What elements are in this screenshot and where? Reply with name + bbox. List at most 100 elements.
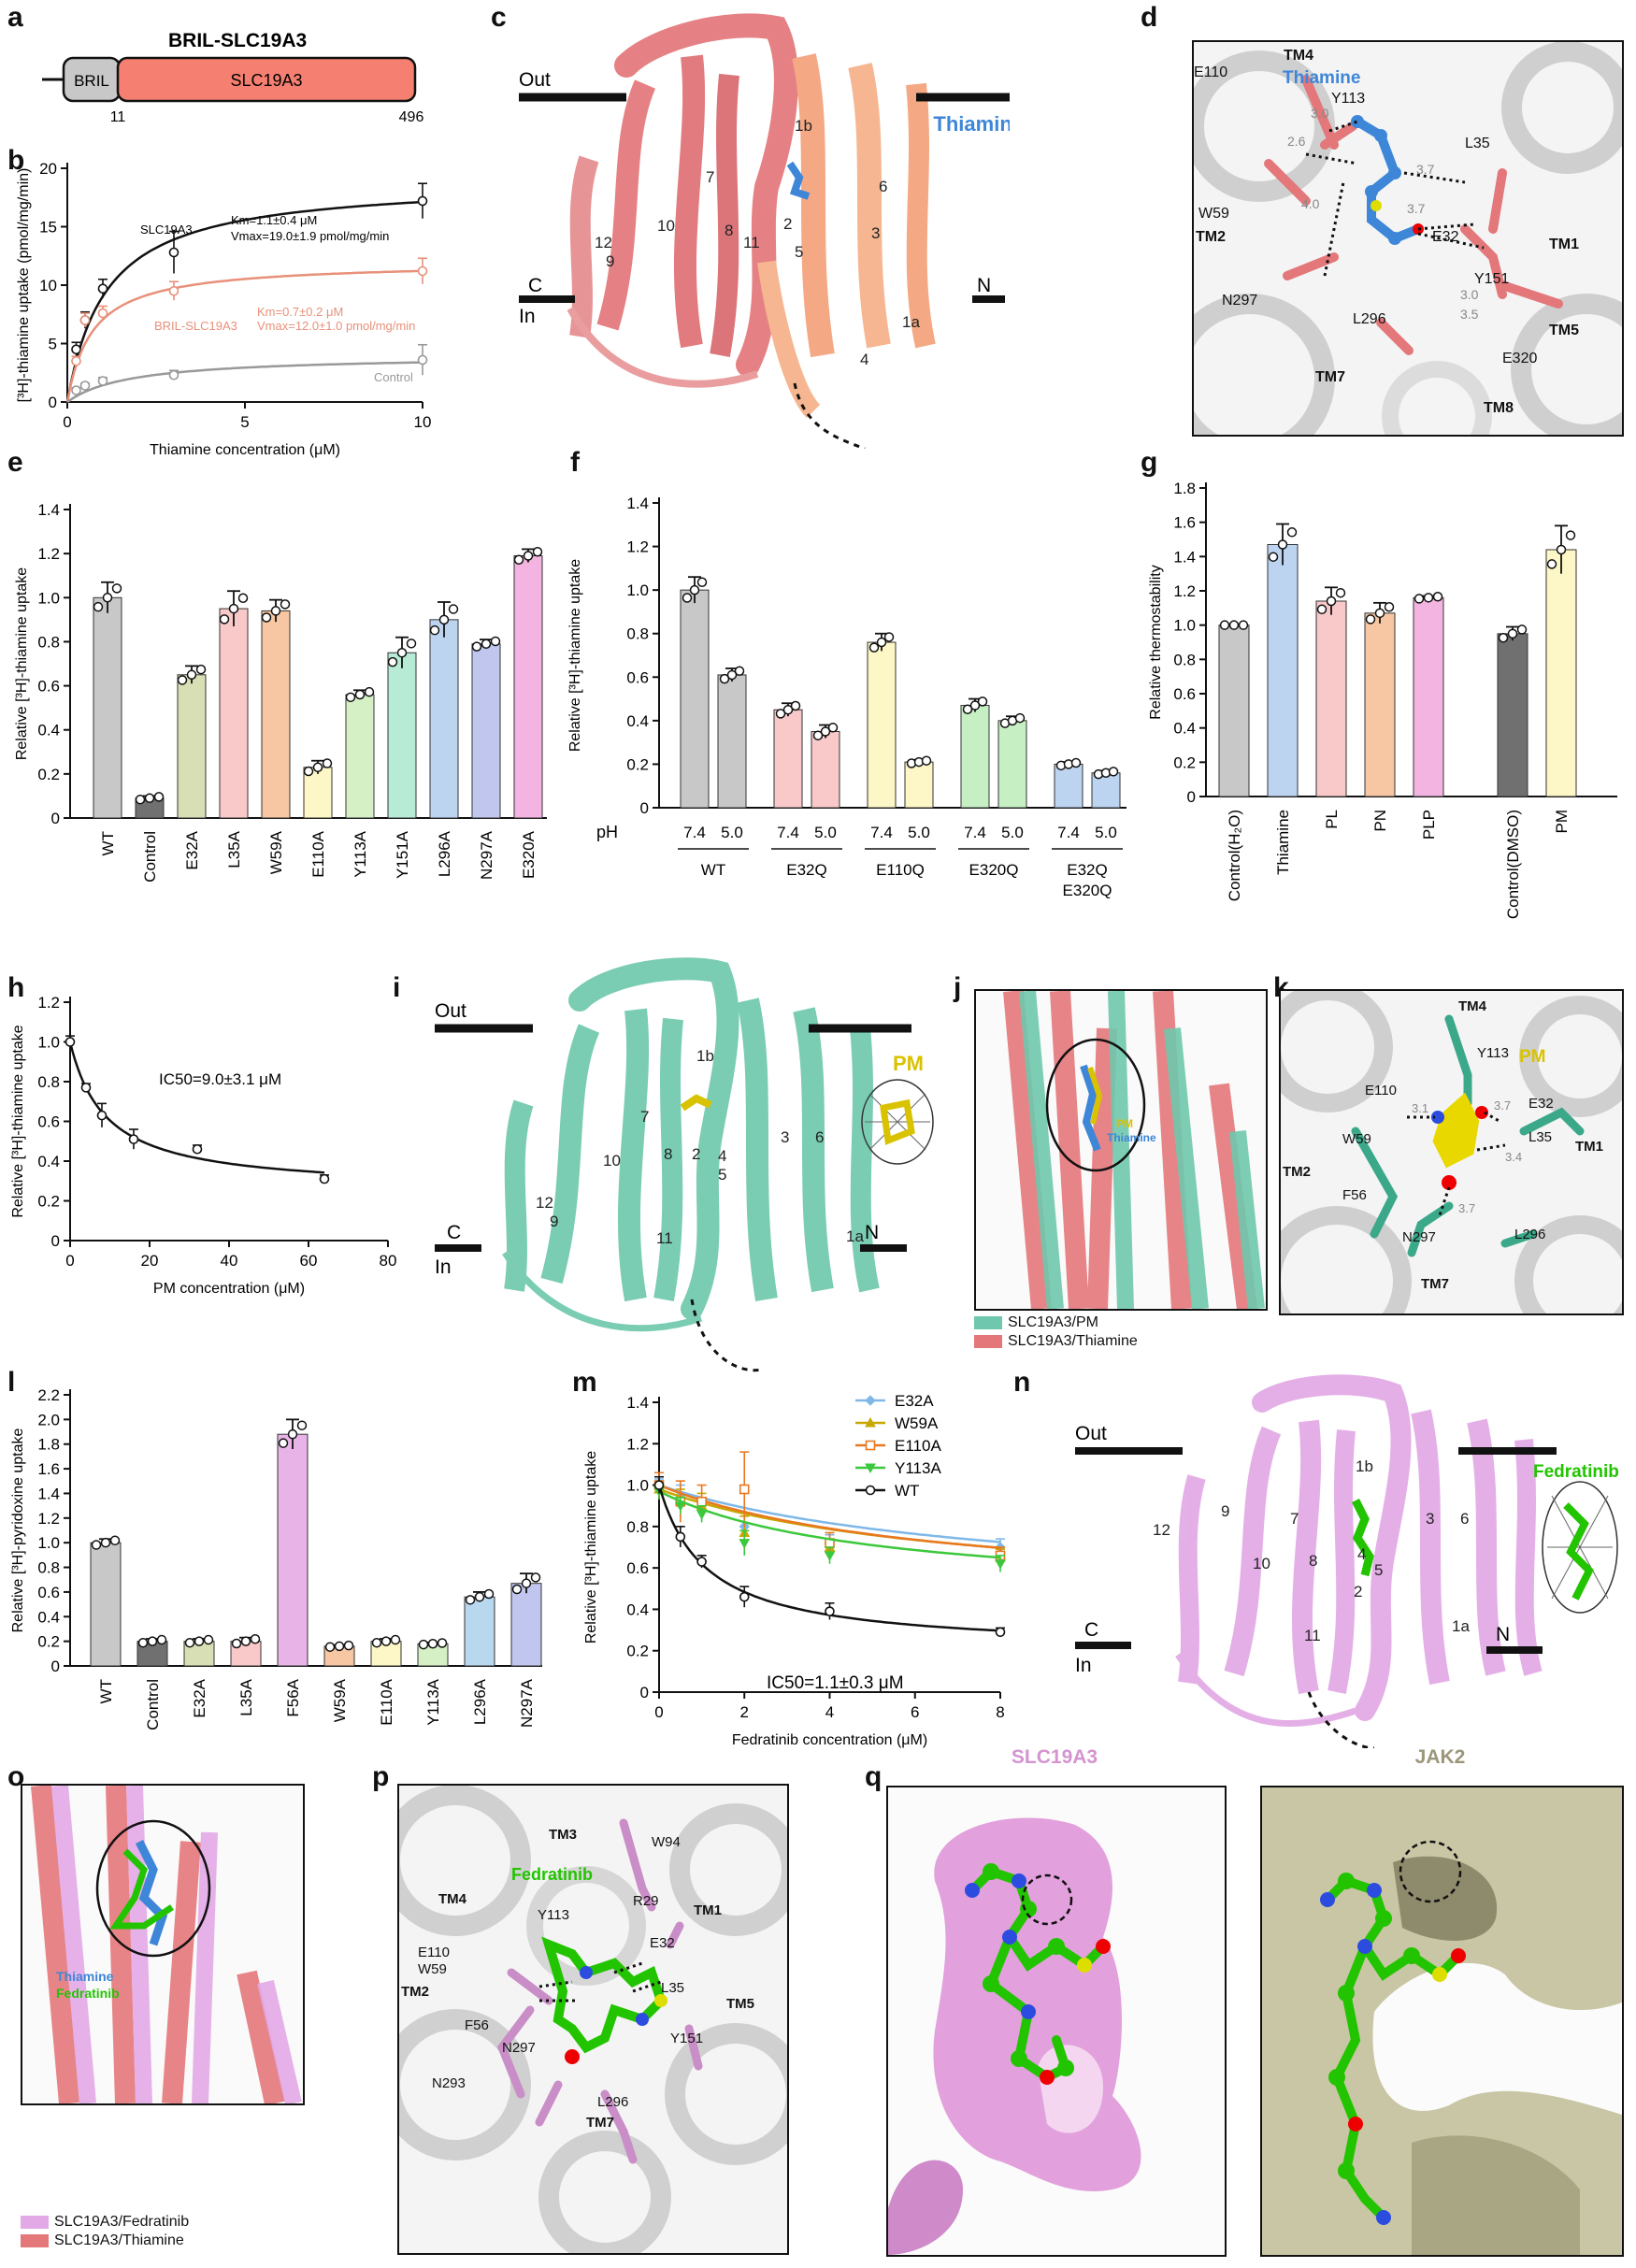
y-axis-title: Relative [³H]-thiamine uptake bbox=[583, 1451, 599, 1644]
group-label: E32Q bbox=[786, 861, 826, 879]
chart-pyridoxine-uptake: 0 0.2 0.4 0.6 0.8 1.0 1.2 1.4 1.6 1.8 2.0 2.2 Relati… bbox=[10, 1386, 542, 1730]
replicate-point bbox=[977, 696, 988, 707]
y-tick-label: 0.4 bbox=[37, 1608, 60, 1626]
x-tick-label: 80 bbox=[380, 1252, 397, 1270]
y-axis-title: Relative [³H]-thiamine uptake bbox=[567, 559, 583, 752]
category-label: W59A bbox=[267, 830, 285, 874]
fedratinib-density-map bbox=[1542, 1481, 1618, 1614]
replicate-point bbox=[322, 758, 333, 768]
group-label: E320Q bbox=[1063, 882, 1112, 899]
replicate-point bbox=[1384, 601, 1395, 612]
category-label: Control bbox=[144, 1679, 162, 1730]
ann-slc-name: SLC19A3 bbox=[140, 222, 193, 237]
svg-text:Out: Out bbox=[1075, 1423, 1107, 1444]
replicate-point bbox=[782, 704, 794, 715]
replicate-point bbox=[719, 673, 730, 684]
residue-labels: TM4 E110 Y113 L35 W59 TM2 E32 TM1 N297 Y… bbox=[1194, 48, 1579, 416]
data-point bbox=[739, 1591, 750, 1602]
replicate-point bbox=[371, 1637, 382, 1648]
y-tick-label: 1.0 bbox=[626, 581, 649, 599]
replicate-point bbox=[511, 1584, 523, 1595]
y-tick-label: 1.2 bbox=[37, 994, 60, 1012]
category-label: PN bbox=[1371, 810, 1389, 832]
svg-text:1b: 1b bbox=[1356, 1457, 1373, 1475]
replicate-point bbox=[427, 1639, 438, 1649]
replicate-point bbox=[790, 700, 801, 711]
panel-label-m: m bbox=[572, 1367, 597, 1398]
svg-text:3: 3 bbox=[781, 1128, 789, 1146]
replicate-point bbox=[364, 686, 375, 697]
panel-label-g: g bbox=[1141, 447, 1158, 478]
replicate-point bbox=[144, 793, 155, 804]
replicate-point bbox=[474, 1591, 485, 1602]
replicate-point bbox=[523, 551, 534, 561]
replicate-point bbox=[406, 639, 417, 649]
y-tick-label: 1.2 bbox=[626, 538, 649, 556]
y-tick-label: 0.6 bbox=[1173, 685, 1196, 703]
replicate-point bbox=[812, 730, 824, 740]
svg-text:6: 6 bbox=[1460, 1510, 1469, 1528]
overlay-pm-thiamine: PM Thiamine bbox=[974, 989, 1268, 1311]
legend-label: WT bbox=[895, 1482, 919, 1500]
svg-text:5: 5 bbox=[718, 1166, 726, 1184]
replicate-point bbox=[481, 639, 492, 650]
data-point bbox=[674, 1501, 686, 1512]
data-point bbox=[168, 285, 179, 296]
q-right-title: JAK2 bbox=[1414, 1746, 1466, 1768]
replicate-point bbox=[1414, 594, 1425, 604]
y-tick-label: 0 bbox=[1187, 788, 1196, 806]
replicate-point bbox=[1286, 527, 1298, 538]
replicate-point bbox=[93, 601, 104, 612]
replicate-point bbox=[240, 1636, 251, 1646]
distance-labels: 3.0 2.6 3.7 3.7 4.0 3.0 3.5 bbox=[1287, 106, 1479, 322]
panel-label-d: d bbox=[1141, 2, 1158, 33]
replicate-point bbox=[775, 709, 786, 719]
bar bbox=[1364, 612, 1396, 797]
bril-label: BRIL bbox=[74, 72, 109, 90]
thiamine-ligand bbox=[786, 161, 811, 200]
replicate-point bbox=[471, 641, 482, 652]
category-label: Control bbox=[141, 831, 159, 883]
replicate-point bbox=[820, 726, 831, 737]
replicate-point bbox=[203, 1634, 214, 1645]
category-label: F56A bbox=[284, 1678, 302, 1716]
tm-helices bbox=[567, 13, 936, 419]
replicate-point bbox=[1546, 559, 1557, 569]
bar bbox=[464, 1596, 495, 1667]
replicate-point bbox=[177, 675, 188, 685]
data-point bbox=[824, 1551, 836, 1561]
svg-text:N: N bbox=[1496, 1624, 1510, 1645]
y-tick-label: 0.2 bbox=[37, 1193, 60, 1211]
data-point bbox=[417, 195, 428, 207]
replicate-point bbox=[429, 624, 440, 636]
svg-text:9: 9 bbox=[1221, 1502, 1229, 1520]
replicate-point bbox=[91, 1540, 102, 1550]
fit-curve bbox=[658, 1484, 1001, 1550]
in-label: In bbox=[519, 306, 536, 327]
group-label: WT bbox=[701, 861, 725, 879]
replicate-point bbox=[111, 583, 122, 594]
category-label: PM bbox=[1553, 810, 1571, 834]
replicate-point bbox=[296, 1420, 308, 1430]
y-axis-title: Relative [³H]-pyridoxine uptake bbox=[10, 1428, 26, 1633]
svg-text:12: 12 bbox=[595, 234, 612, 251]
bar bbox=[429, 619, 459, 819]
bar bbox=[1054, 763, 1083, 809]
data-point bbox=[696, 1496, 707, 1507]
category-label: Y151A bbox=[394, 830, 411, 879]
data-point bbox=[192, 1143, 203, 1155]
svg-text:11: 11 bbox=[743, 234, 760, 251]
svg-text:C: C bbox=[1084, 1619, 1098, 1641]
data-point bbox=[71, 355, 81, 366]
replicate-point bbox=[380, 1636, 392, 1646]
replicate-point bbox=[261, 612, 272, 623]
category-label: WT bbox=[99, 831, 117, 855]
structure-slc19a3-thiamine: Out In C N Thiamine 1b 7 10 8 25 6 3 11 129 1a… bbox=[519, 13, 1010, 449]
y-tick-label: 0.8 bbox=[37, 633, 60, 651]
y-tick-label: 0.8 bbox=[37, 1073, 60, 1091]
n-terminus-label: N bbox=[977, 275, 991, 296]
bar bbox=[867, 641, 897, 809]
x-axis-title: Fedratinib concentration (μM) bbox=[732, 1732, 927, 1748]
replicate-point bbox=[156, 1634, 167, 1645]
bar bbox=[90, 1542, 122, 1667]
